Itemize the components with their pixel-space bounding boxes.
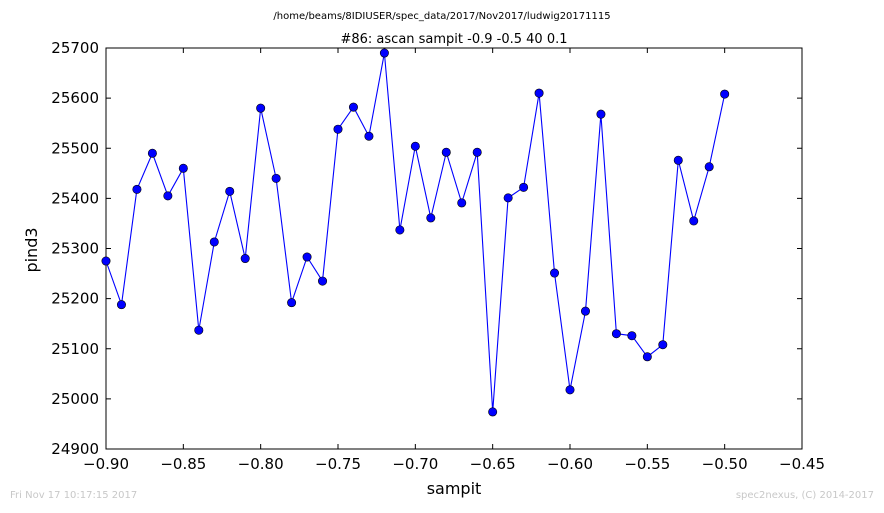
data-point <box>116 300 126 310</box>
x-tick-label: −0.85 <box>160 455 206 473</box>
data-point <box>364 131 374 141</box>
footer-credit: spec2nexus, (C) 2014-2017 <box>735 490 874 501</box>
data-point <box>302 252 312 262</box>
data-point <box>441 147 451 157</box>
data-point <box>348 102 358 112</box>
chart-suptitle: /home/beams/8IDIUSER/spec_data/2017/Nov2… <box>273 11 610 22</box>
x-tick-label: −0.45 <box>779 455 825 473</box>
chart-title: #86: ascan sampit -0.9 -0.5 40 0.1 <box>340 32 567 47</box>
data-point <box>658 340 668 350</box>
x-tick-label: −0.55 <box>624 455 670 473</box>
data-point <box>240 254 250 264</box>
data-point <box>178 163 188 173</box>
data-point <box>101 256 111 266</box>
data-point <box>318 276 328 286</box>
data-point <box>194 325 204 335</box>
data-point <box>256 103 266 113</box>
data-point <box>704 162 714 172</box>
x-tick-label: −0.60 <box>547 455 593 473</box>
data-point <box>550 268 560 278</box>
y-tick-label: 25100 <box>51 340 99 358</box>
y-tick-label: 25400 <box>51 189 99 207</box>
data-point <box>379 48 389 58</box>
x-tick-label: −0.75 <box>315 455 361 473</box>
data-point <box>565 385 575 395</box>
x-tick-label: −0.65 <box>470 455 516 473</box>
data-point <box>534 88 544 98</box>
y-tick-label: 25700 <box>51 39 99 57</box>
data-point <box>488 407 498 417</box>
x-tick-label: −0.80 <box>238 455 284 473</box>
data-point <box>287 298 297 308</box>
y-tick-label: 25200 <box>51 290 99 308</box>
data-point <box>472 147 482 157</box>
axes-frame <box>105 47 803 450</box>
plot-area: −0.90 −0.85 −0.80 −0.75 −0.70 −0.65 −0.60 −0.55… <box>51 39 825 473</box>
x-axis-label: sampit <box>427 479 482 498</box>
y-tick-label: 24900 <box>51 440 99 458</box>
data-point <box>689 216 699 226</box>
data-point <box>611 329 621 339</box>
data-point <box>163 191 173 201</box>
data-point <box>271 173 281 183</box>
series-line <box>105 52 726 412</box>
y-tick-label: 25000 <box>51 390 99 408</box>
y-axis-label: pind3 <box>22 227 41 272</box>
data-point <box>503 193 513 203</box>
data-point <box>225 186 235 196</box>
data-point <box>333 124 343 134</box>
x-tick-label: −0.70 <box>392 455 438 473</box>
data-point <box>132 184 142 194</box>
data-point <box>596 109 606 119</box>
data-point <box>642 352 652 362</box>
data-point <box>147 148 157 158</box>
data-point <box>457 198 467 208</box>
y-tick-label: 25500 <box>51 139 99 157</box>
y-tick-label: 25300 <box>51 240 99 258</box>
data-point <box>627 331 637 341</box>
data-point <box>720 89 730 99</box>
data-point <box>673 155 683 165</box>
data-point <box>580 306 590 316</box>
x-tick-label: −0.90 <box>83 455 129 473</box>
footer-timestamp: Fri Nov 17 10:17:15 2017 <box>10 490 138 501</box>
data-point <box>426 213 436 223</box>
x-tick-label: −0.50 <box>702 455 748 473</box>
data-point <box>410 141 420 151</box>
data-point <box>209 237 219 247</box>
y-tick-label: 25600 <box>51 89 99 107</box>
data-point <box>519 182 529 192</box>
data-point <box>395 225 405 235</box>
